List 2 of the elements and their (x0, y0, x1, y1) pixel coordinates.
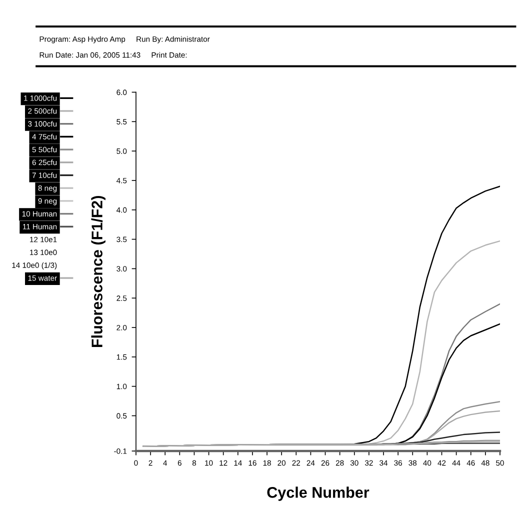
x-axis-title: Cycle Number (267, 486, 370, 501)
y-axis-title: Fluorescence (F1/F2) (91, 196, 106, 348)
